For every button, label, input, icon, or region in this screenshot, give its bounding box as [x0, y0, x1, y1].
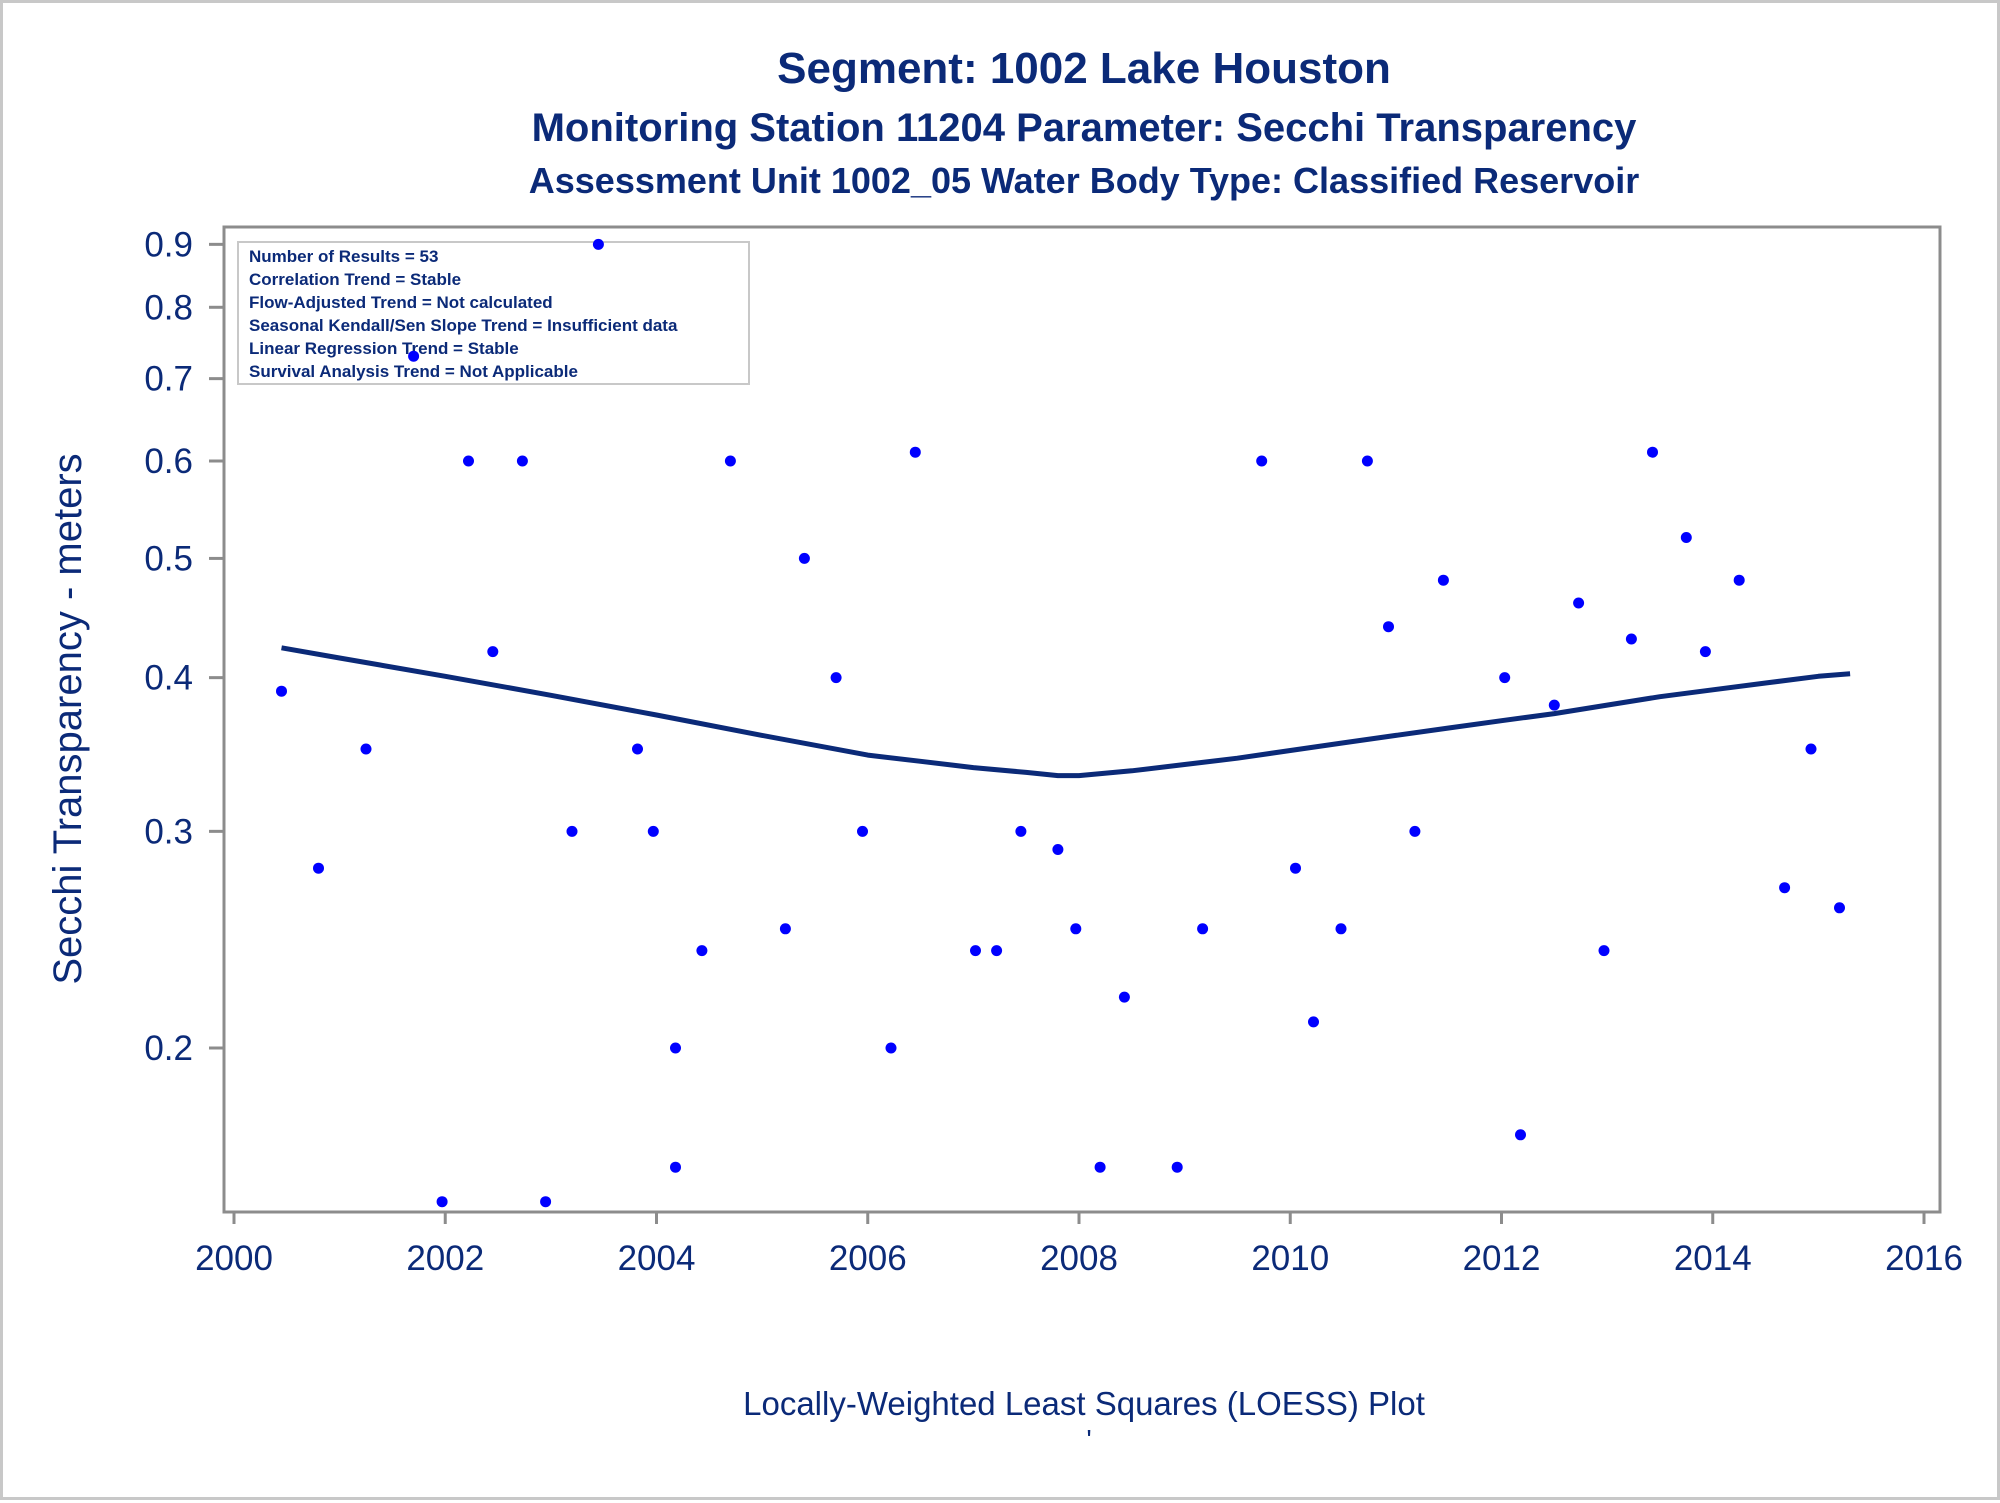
data-point	[1070, 923, 1082, 935]
data-point	[1548, 699, 1560, 711]
x-tick-label: 2000	[195, 1239, 273, 1278]
data-point	[1383, 621, 1394, 633]
loess-curve	[281, 645, 1851, 779]
data-point	[1409, 825, 1421, 837]
stats-line-survival: Survival Analysis Trend = Not Applicable	[249, 362, 578, 381]
x-tick-label: 2004	[618, 1239, 696, 1278]
data-point	[1515, 1129, 1526, 1141]
data-point	[1573, 597, 1585, 609]
data-point	[1805, 743, 1817, 755]
data-point	[566, 825, 578, 837]
data-point	[1308, 1016, 1319, 1028]
data-point	[724, 455, 736, 467]
y-axis-label: Secchi Transparency - meters	[46, 453, 90, 984]
x-tick-label: 2008	[1040, 1239, 1118, 1278]
data-point	[1171, 1161, 1183, 1173]
stats-line-linear-regression: Linear Regression Trend = Stable	[249, 339, 519, 358]
data-point	[463, 455, 474, 467]
data-point	[408, 350, 420, 362]
data-point	[540, 1196, 552, 1208]
x-tick-label: 2010	[1251, 1239, 1329, 1278]
data-point	[1647, 446, 1658, 458]
loess-layer	[281, 645, 1851, 779]
data-point	[1094, 1161, 1106, 1173]
data-point	[360, 743, 372, 755]
data-point	[1733, 574, 1745, 586]
x-axis: 2000 2002 2004 2006 2008 2010 2012 2014 2016	[195, 1212, 1963, 1278]
y-tick-label: 0.4	[144, 659, 193, 698]
data-point	[830, 672, 842, 684]
data-point	[857, 825, 868, 837]
data-point	[1118, 991, 1130, 1003]
y-tick-label: 0.2	[144, 1029, 193, 1068]
data-point	[592, 238, 604, 250]
chart-canvas: Segment: 1002 Lake Houston Monitoring St…	[46, 44, 1963, 1455]
y-tick-label: 0.6	[144, 442, 193, 481]
data-point	[885, 1042, 897, 1054]
data-point	[1256, 455, 1268, 467]
data-point	[1598, 945, 1610, 957]
footnote-mark: '	[1086, 1424, 1091, 1455]
data-point	[516, 455, 528, 467]
data-point	[1779, 882, 1791, 894]
stats-line-correlation: Correlation Trend = Stable	[249, 270, 461, 289]
data-point	[276, 685, 287, 697]
data-point	[1834, 902, 1845, 914]
data-point	[1499, 672, 1511, 684]
x-tick-label: 2014	[1674, 1239, 1752, 1278]
data-point	[779, 923, 791, 935]
y-axis: 0.2 0.3 0.4 0.5 0.6 0.7 0.8 0.9	[144, 225, 224, 1068]
stats-line-flow-adjusted: Flow-Adjusted Trend = Not calculated	[249, 293, 553, 312]
data-point	[696, 945, 708, 957]
data-point	[909, 446, 921, 458]
data-point	[1437, 574, 1449, 586]
data-point	[970, 945, 981, 957]
data-point	[798, 552, 810, 564]
data-point	[1197, 923, 1209, 935]
x-tick-label: 2016	[1885, 1239, 1963, 1278]
data-point	[436, 1196, 448, 1208]
y-tick-label: 0.3	[144, 812, 193, 851]
y-tick-label: 0.5	[144, 539, 193, 578]
stats-line-seasonal-kendall: Seasonal Kendall/Sen Slope Trend = Insuf…	[249, 316, 678, 335]
data-point	[647, 825, 659, 837]
data-point	[991, 945, 1003, 957]
data-point	[632, 743, 643, 755]
data-point	[313, 862, 324, 874]
data-point	[1680, 532, 1692, 543]
data-point	[487, 646, 499, 658]
points-layer	[276, 238, 1845, 1208]
data-point	[1015, 825, 1027, 837]
data-point	[670, 1161, 681, 1173]
y-tick-label: 0.8	[144, 288, 193, 327]
data-point	[1699, 646, 1711, 658]
x-tick-label: 2012	[1463, 1239, 1541, 1278]
data-point	[1335, 923, 1347, 935]
stats-line-results: Number of Results = 53	[249, 247, 438, 266]
chart-subtitle-station: Monitoring Station 11204 Parameter: Secc…	[532, 106, 1638, 150]
data-point	[1290, 862, 1301, 874]
x-tick-label: 2002	[406, 1239, 484, 1278]
chart-subtitle-assessment: Assessment Unit 1002_05 Water Body Type:…	[529, 160, 1639, 201]
data-point	[670, 1042, 681, 1054]
data-point	[1361, 455, 1373, 467]
footnote: Locally-Weighted Least Squares (LOESS) P…	[743, 1385, 1425, 1422]
x-tick-label: 2006	[829, 1239, 907, 1278]
trend-stats-box: Number of Results = 53 Correlation Trend…	[237, 241, 750, 385]
y-tick-label: 0.9	[144, 225, 193, 264]
data-point	[1052, 844, 1064, 855]
data-point	[1625, 633, 1637, 645]
y-tick-label: 0.7	[144, 360, 193, 399]
chart-title: Segment: 1002 Lake Houston	[777, 44, 1391, 93]
plot-area	[222, 225, 1942, 1214]
